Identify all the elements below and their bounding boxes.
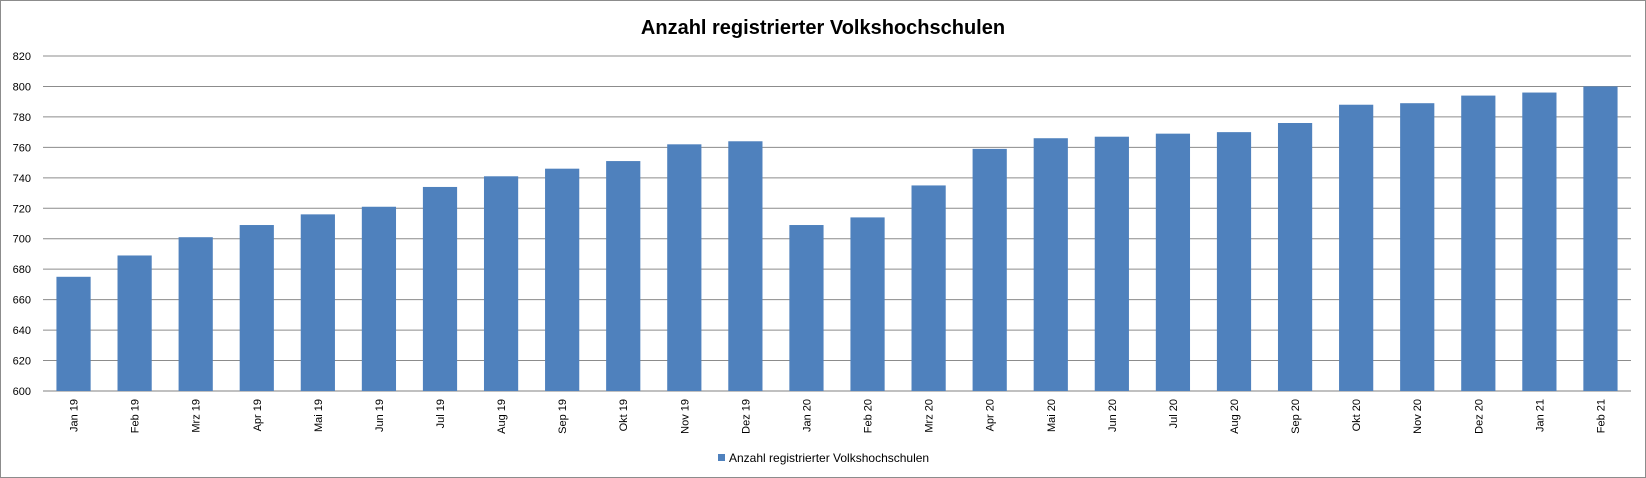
x-tick-label: Nov 19 bbox=[679, 399, 691, 434]
x-tick-label: Jun 20 bbox=[1107, 399, 1119, 432]
y-tick-label: 640 bbox=[13, 325, 31, 337]
x-tick-label: Sep 20 bbox=[1290, 399, 1302, 434]
bar bbox=[728, 141, 763, 391]
y-tick-label: 660 bbox=[13, 295, 31, 307]
x-tick-label: Feb 21 bbox=[1595, 399, 1607, 433]
y-axis-ticks: 600 620 640 660 680 700 720 740 760 780 800 820 bbox=[13, 51, 31, 398]
legend-label: Anzahl registrierter Volkshochschulen bbox=[729, 451, 929, 465]
bar bbox=[850, 217, 885, 391]
bar bbox=[789, 225, 824, 391]
bar bbox=[606, 161, 641, 391]
x-tick-label: Dez 19 bbox=[740, 399, 752, 434]
bar bbox=[56, 276, 91, 391]
bar bbox=[1400, 103, 1435, 392]
bar bbox=[667, 144, 702, 391]
x-tick-label: Feb 20 bbox=[863, 399, 875, 433]
y-tick-label: 680 bbox=[13, 264, 31, 276]
bar bbox=[972, 148, 1007, 391]
bar bbox=[300, 214, 335, 391]
bar bbox=[239, 225, 274, 391]
bar bbox=[1522, 92, 1557, 391]
bars bbox=[56, 86, 1618, 392]
x-tick-label: Jun 19 bbox=[374, 399, 386, 432]
bar bbox=[1277, 123, 1313, 391]
x-tick-label: Okt 19 bbox=[618, 399, 630, 431]
x-tick-label: Apr 20 bbox=[985, 399, 997, 431]
chart-title: Anzahl registrierter Volkshochschulen bbox=[641, 17, 1005, 39]
y-tick-label: 760 bbox=[13, 142, 31, 154]
x-tick-label: Sep 19 bbox=[557, 399, 569, 434]
x-tick-label: Mrz 20 bbox=[924, 399, 936, 433]
bar bbox=[1094, 136, 1129, 391]
y-tick-label: 800 bbox=[13, 81, 31, 93]
x-tick-label: Apr 19 bbox=[252, 399, 264, 431]
bar bbox=[361, 206, 397, 391]
bar bbox=[1216, 132, 1252, 392]
y-tick-label: 820 bbox=[13, 51, 31, 63]
bar bbox=[117, 255, 152, 391]
x-tick-label: Dez 20 bbox=[1473, 399, 1485, 434]
x-tick-label: Jul 19 bbox=[435, 399, 447, 428]
bar bbox=[1583, 86, 1618, 392]
x-tick-label: Jan 20 bbox=[801, 399, 813, 432]
bar bbox=[1339, 104, 1374, 392]
x-tick-label: Aug 20 bbox=[1229, 399, 1241, 434]
y-tick-label: 620 bbox=[13, 356, 31, 368]
legend-swatch bbox=[718, 454, 725, 461]
x-tick-label: Jul 20 bbox=[1168, 399, 1180, 428]
x-tick-label: Okt 20 bbox=[1351, 399, 1363, 431]
bar bbox=[1155, 133, 1191, 391]
x-tick-label: Jan 19 bbox=[69, 399, 81, 432]
bar bbox=[911, 185, 946, 391]
x-tick-label: Nov 20 bbox=[1412, 399, 1424, 434]
x-tick-label: Mai 19 bbox=[313, 399, 325, 432]
x-tick-label: Aug 19 bbox=[496, 399, 508, 434]
y-tick-label: 600 bbox=[13, 386, 31, 398]
bar bbox=[1461, 95, 1496, 391]
bar bbox=[178, 237, 213, 391]
bar bbox=[422, 186, 458, 391]
x-tick-label: Jan 21 bbox=[1534, 399, 1546, 432]
bar bbox=[1033, 138, 1068, 391]
y-tick-label: 720 bbox=[13, 203, 31, 215]
x-axis-ticks: Jan 19 Feb 19 Mrz 19 Apr 19 Mai 19 Jun 19 Jul … bbox=[69, 399, 1608, 434]
x-tick-label: Mrz 19 bbox=[191, 399, 203, 433]
y-tick-label: 700 bbox=[13, 234, 31, 246]
x-tick-label: Mai 20 bbox=[1046, 399, 1058, 432]
legend: Anzahl registrierter Volkshochschulen bbox=[718, 451, 929, 465]
y-tick-label: 740 bbox=[13, 173, 31, 185]
bar bbox=[545, 168, 580, 391]
x-tick-label: Feb 19 bbox=[130, 399, 142, 433]
bar bbox=[483, 176, 519, 391]
gridlines bbox=[43, 55, 1631, 392]
y-tick-label: 780 bbox=[13, 112, 31, 124]
